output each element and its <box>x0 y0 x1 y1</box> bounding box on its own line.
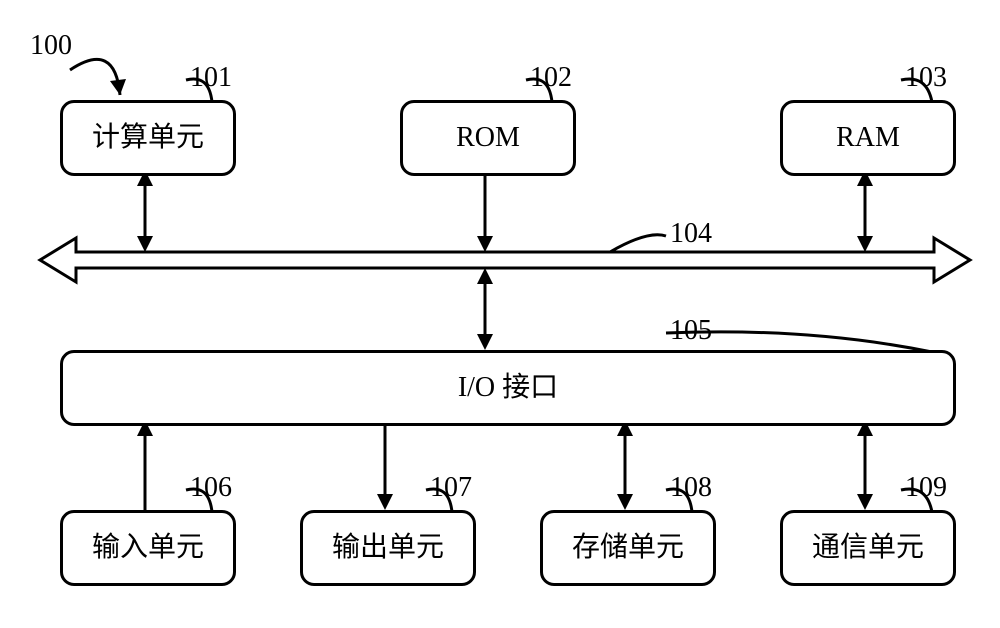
box-label-input: 输入单元 <box>92 533 204 564</box>
box-label-ram: RAM <box>836 123 900 154</box>
box-label-rom: ROM <box>456 123 520 154</box>
ref-label-output: 107 <box>430 472 472 504</box>
box-ram: RAM <box>780 100 956 176</box>
ref-label-rom: 102 <box>530 62 572 94</box>
ref-label-compute: 101 <box>190 62 232 94</box>
ref-label-comm: 109 <box>905 472 947 504</box>
box-label-output: 输出单元 <box>332 533 444 564</box>
box-label-io: I/O 接口 <box>458 373 558 404</box>
box-storage: 存储单元 <box>540 510 716 586</box>
ref-label-io: 105 <box>670 315 712 347</box>
ref-label-storage: 108 <box>670 472 712 504</box>
ref-label-bus: 104 <box>670 218 712 250</box>
box-comm: 通信单元 <box>780 510 956 586</box>
box-input: 输入单元 <box>60 510 236 586</box>
diagram-stage: 计算单元 ROM RAM I/O 接口输入单元 输出单元 存储单元 通信单元 100 101 10… <box>0 0 1000 628</box>
box-label-comm: 通信单元 <box>812 533 924 564</box>
box-rom: ROM <box>400 100 576 176</box>
system-ref-label: 100 <box>30 30 72 62</box>
ref-label-ram: 103 <box>905 62 947 94</box>
box-label-storage: 存储单元 <box>572 533 684 564</box>
ref-label-input: 106 <box>190 472 232 504</box>
box-compute: 计算单元 <box>60 100 236 176</box>
box-output: 输出单元 <box>300 510 476 586</box>
box-io: I/O 接口 <box>60 350 956 426</box>
box-label-compute: 计算单元 <box>92 123 204 154</box>
